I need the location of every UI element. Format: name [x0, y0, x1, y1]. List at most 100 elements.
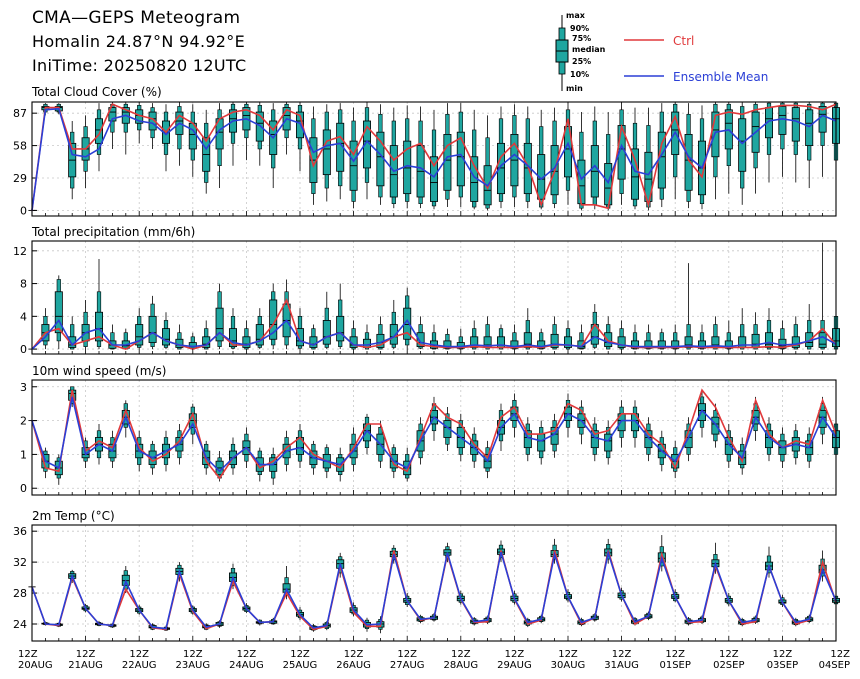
box-iqr: [496, 142, 505, 195]
y-tick-label: 58: [13, 140, 27, 153]
x-tick-hour-label: 12Z: [183, 649, 203, 660]
y-tick-label: 2: [20, 415, 27, 428]
box-iqr: [671, 340, 680, 349]
box-iqr: [470, 336, 479, 348]
y-tick-label: 4: [20, 310, 27, 323]
x-tick-date-label: 01SEP: [659, 660, 690, 671]
box-iqr: [657, 131, 666, 189]
box-iqr: [135, 324, 144, 346]
y-tick-label: 36: [13, 525, 27, 538]
y-tick-label: 3: [20, 381, 27, 394]
legend-box-label-1: 90%: [570, 24, 589, 33]
box-iqr: [631, 340, 640, 349]
box-iqr: [698, 340, 707, 349]
x-tick-date-label: 20AUG: [18, 660, 53, 671]
box-iqr: [95, 118, 104, 144]
box-iqr: [215, 307, 224, 342]
x-tick-date-label: 21AUG: [68, 660, 103, 671]
box-iqr: [161, 328, 170, 346]
x-tick-date-label: 23AUG: [175, 660, 210, 671]
box-iqr: [765, 430, 774, 449]
x-tick-date-label: 29AUG: [497, 660, 532, 671]
box-iqr: [550, 333, 559, 348]
chart-title: CMA—GEPS Meteogram: [32, 8, 241, 28]
panel-title-wind: 10m wind speed (m/s): [32, 364, 166, 378]
x-tick-date-label: 02SEP: [713, 660, 744, 671]
box-iqr: [631, 148, 640, 200]
box-iqr: [255, 324, 264, 346]
box-iqr: [322, 320, 331, 345]
x-tick-hour-label: 12Z: [719, 649, 739, 660]
box-iqr: [255, 111, 264, 142]
legend-mean-label: Ensemble Mean: [673, 70, 768, 84]
x-tick-hour-label: 12Z: [451, 649, 471, 660]
y-tick-label: 28: [13, 587, 27, 600]
box-iqr: [644, 430, 653, 449]
box-iqr: [443, 340, 452, 349]
ctrl-line-cloud: [31, 103, 837, 211]
x-tick-date-label: 31AUG: [604, 660, 639, 671]
legend-box-label-2: 75%: [572, 34, 591, 43]
box-iqr: [336, 315, 345, 342]
legend-box-label-0: max: [566, 11, 586, 20]
box-iqr: [148, 315, 157, 343]
x-tick-hour-label: 12Z: [129, 649, 149, 660]
panel-title-temp: 2m Temp (°C): [32, 509, 115, 523]
box-iqr: [564, 336, 573, 348]
x-tick-hour-label: 12Z: [290, 649, 310, 660]
x-tick-date-label: 25AUG: [283, 660, 318, 671]
box-iqr: [416, 332, 425, 348]
box-iqr: [657, 340, 666, 349]
ensemble-mean-line-cloud: [31, 107, 837, 211]
box-iqr: [805, 109, 814, 146]
x-tick-hour-label: 12Z: [558, 649, 578, 660]
box-iqr: [228, 328, 237, 348]
legend-box-label-4: 25%: [572, 57, 591, 66]
x-tick-hour-label: 12Z: [612, 649, 632, 660]
ensemble-mean-line-wind: [31, 396, 837, 473]
y-tick-label: 0: [20, 482, 27, 495]
box-iqr: [778, 106, 787, 135]
x-tick-date-label: 28AUG: [443, 660, 478, 671]
x-tick-hour-label: 12Z: [76, 649, 96, 660]
x-tick-hour-label: 12Z: [237, 649, 257, 660]
box-iqr: [765, 332, 774, 348]
box-iqr: [108, 107, 117, 122]
x-tick-date-label: 03SEP: [767, 660, 798, 671]
box-iqr: [322, 129, 331, 176]
y-tick-label: 1: [20, 448, 27, 461]
box-iqr: [617, 336, 626, 348]
box-iqr: [443, 134, 452, 191]
box-iqr: [295, 328, 304, 347]
box-iqr: [242, 336, 251, 348]
box-iqr: [523, 332, 532, 348]
x-tick-hour-label: 12Z: [773, 649, 793, 660]
x-tick-hour-label: 12Z: [397, 649, 417, 660]
box-iqr: [269, 299, 278, 340]
init-time-label: IniTime: 20250820 12UTC: [32, 56, 247, 75]
box-iqr: [818, 332, 827, 348]
x-tick-hour-label: 12Z: [665, 649, 685, 660]
box-iqr: [309, 336, 318, 348]
x-tick-hour-label: 12Z: [505, 649, 525, 660]
y-tick-label: 29: [13, 172, 27, 185]
y-tick-label: 0: [20, 343, 27, 356]
x-tick-hour-label: 12Z: [18, 649, 38, 660]
legend-box-label-6: min: [566, 84, 583, 93]
box-iqr: [389, 324, 398, 345]
ensemble-mean-line-precip: [31, 318, 837, 350]
box-iqr: [644, 340, 653, 349]
box-iqr: [188, 342, 197, 349]
panel-title-precip: Total precipitation (mm/6h): [31, 225, 195, 239]
y-tick-label: 32: [13, 556, 27, 569]
box-iqr: [537, 340, 546, 349]
ctrl-line-wind: [31, 388, 837, 480]
y-tick-label: 87: [13, 107, 27, 120]
ensemble-mean-line-temp: [31, 549, 837, 630]
x-tick-date-label: 30AUG: [551, 660, 586, 671]
box-iqr: [577, 159, 586, 205]
box-iqr: [510, 340, 519, 349]
x-tick-date-label: 24AUG: [229, 660, 264, 671]
y-tick-label: 0: [20, 204, 27, 217]
y-tick-label: 8: [20, 278, 27, 291]
